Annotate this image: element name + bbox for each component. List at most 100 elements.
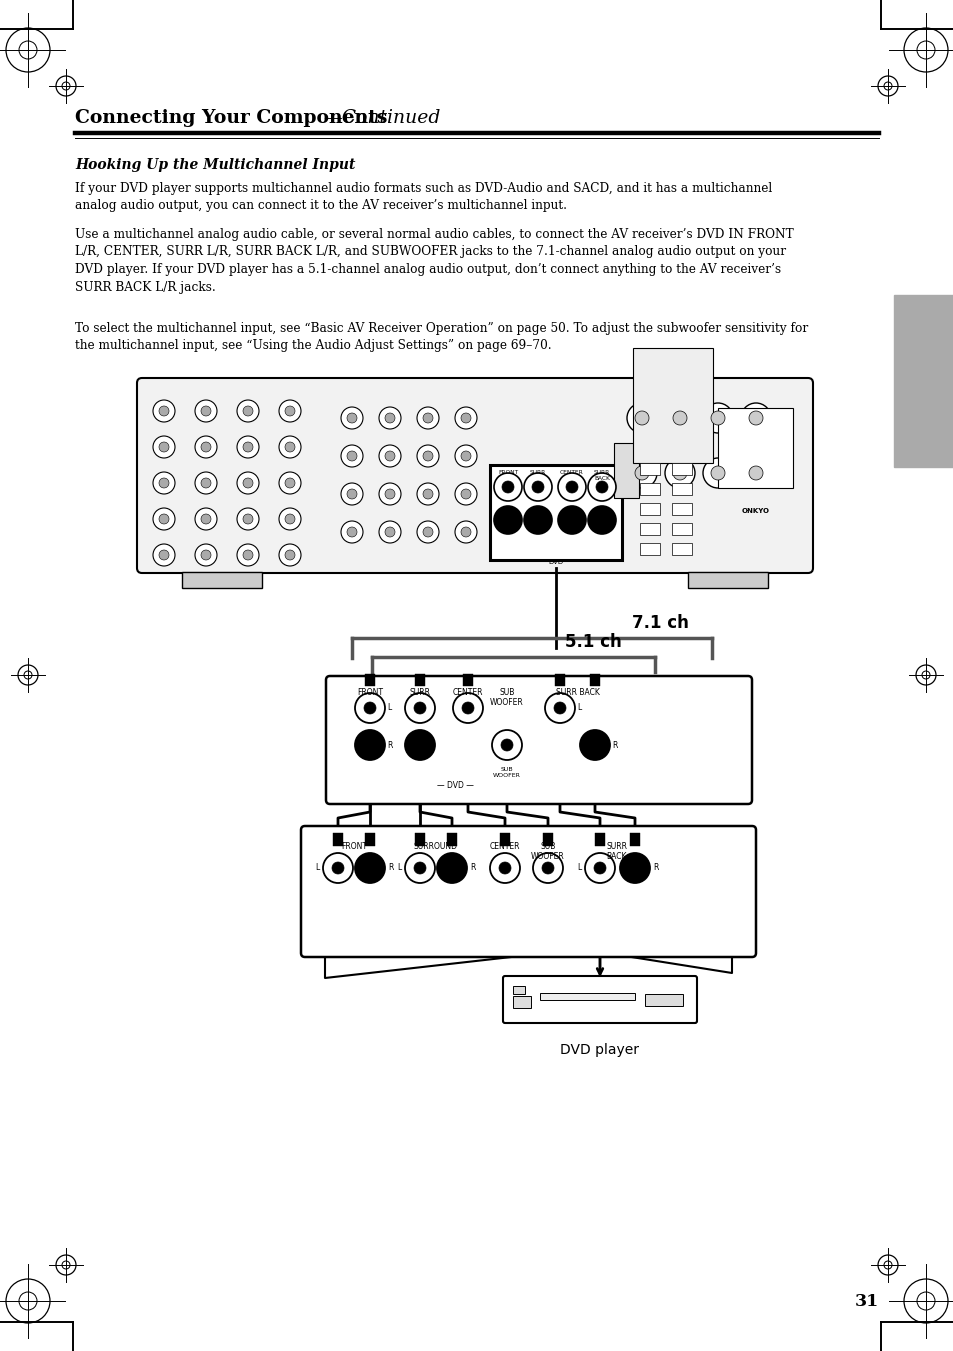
Bar [893,295,953,467]
Circle shape [285,478,294,488]
Text: —Continued: —Continued [323,109,440,127]
Circle shape [278,400,301,422]
Bar [499,834,510,846]
Text: R: R [387,740,392,750]
Circle shape [201,550,211,561]
Circle shape [201,407,211,416]
FancyBboxPatch shape [326,676,751,804]
Circle shape [414,703,426,713]
Circle shape [416,484,438,505]
Circle shape [278,471,301,494]
Circle shape [285,407,294,416]
Circle shape [490,852,519,884]
Text: — DVD —: — DVD — [436,781,473,790]
Bar [639,543,659,555]
Circle shape [626,403,657,434]
Circle shape [533,852,562,884]
Circle shape [152,436,174,458]
Text: FRONT: FRONT [356,688,382,697]
Bar [644,994,682,1006]
Circle shape [416,407,438,430]
Circle shape [236,436,258,458]
Text: L: L [397,863,401,873]
Circle shape [236,508,258,530]
Circle shape [702,403,732,434]
Bar [589,674,599,686]
Circle shape [501,481,514,493]
Circle shape [455,407,476,430]
Circle shape [385,451,395,461]
Circle shape [455,521,476,543]
Text: If your DVD player supports multichannel audio formats such as DVD-Audio and SAC: If your DVD player supports multichannel… [75,182,771,212]
Text: 7.1 ch: 7.1 ch [631,613,688,632]
Text: SURR
BACK: SURR BACK [594,470,610,481]
Circle shape [194,544,216,566]
Circle shape [422,413,433,423]
FancyBboxPatch shape [137,378,812,573]
Bar [687,571,767,588]
Circle shape [500,739,513,751]
Bar [365,674,375,686]
Bar [671,484,691,494]
Circle shape [740,403,770,434]
Bar [513,996,531,1008]
Circle shape [385,527,395,536]
Circle shape [523,507,552,534]
Circle shape [243,478,253,488]
Circle shape [194,400,216,422]
Circle shape [455,444,476,467]
Bar [639,503,659,515]
Circle shape [243,513,253,524]
Text: SUB
WOOFER: SUB WOOFER [490,688,523,708]
Text: Use a multichannel analog audio cable, or several normal audio cables, to connec: Use a multichannel analog audio cable, o… [75,228,793,293]
Circle shape [460,413,471,423]
Text: DVD: DVD [548,559,563,565]
Circle shape [748,411,762,426]
Circle shape [635,411,648,426]
Text: To select the multichannel input, see “Basic AV Receiver Operation” on page 50. : To select the multichannel input, see “B… [75,322,807,353]
Circle shape [422,527,433,536]
Circle shape [587,473,616,501]
Circle shape [414,862,426,874]
Circle shape [355,730,385,761]
Bar [333,834,343,846]
Circle shape [355,852,385,884]
Circle shape [626,458,657,488]
Circle shape [587,507,616,534]
Circle shape [594,862,605,874]
Circle shape [405,730,435,761]
Circle shape [544,693,575,723]
Circle shape [584,852,615,884]
Circle shape [494,473,521,501]
Circle shape [340,407,363,430]
Bar [462,674,473,686]
Text: SURROUND: SURROUND [414,842,457,851]
Circle shape [385,413,395,423]
Bar [415,834,424,846]
Bar [539,993,635,1000]
Circle shape [159,550,169,561]
Circle shape [664,458,695,488]
Bar [633,349,712,463]
Text: L: L [315,863,319,873]
Circle shape [278,508,301,530]
Circle shape [355,693,385,723]
Circle shape [748,466,762,480]
Circle shape [285,513,294,524]
Bar [671,503,691,515]
Circle shape [453,693,482,723]
Circle shape [159,513,169,524]
Circle shape [455,484,476,505]
Circle shape [201,442,211,453]
Circle shape [323,852,353,884]
Circle shape [385,489,395,499]
Circle shape [159,478,169,488]
Circle shape [416,444,438,467]
Text: SURR: SURR [409,688,430,697]
Circle shape [278,436,301,458]
Text: SUB
WOOFER: SUB WOOFER [493,767,520,778]
Circle shape [340,484,363,505]
Circle shape [236,400,258,422]
Text: CENTER: CENTER [489,842,519,851]
Circle shape [194,508,216,530]
